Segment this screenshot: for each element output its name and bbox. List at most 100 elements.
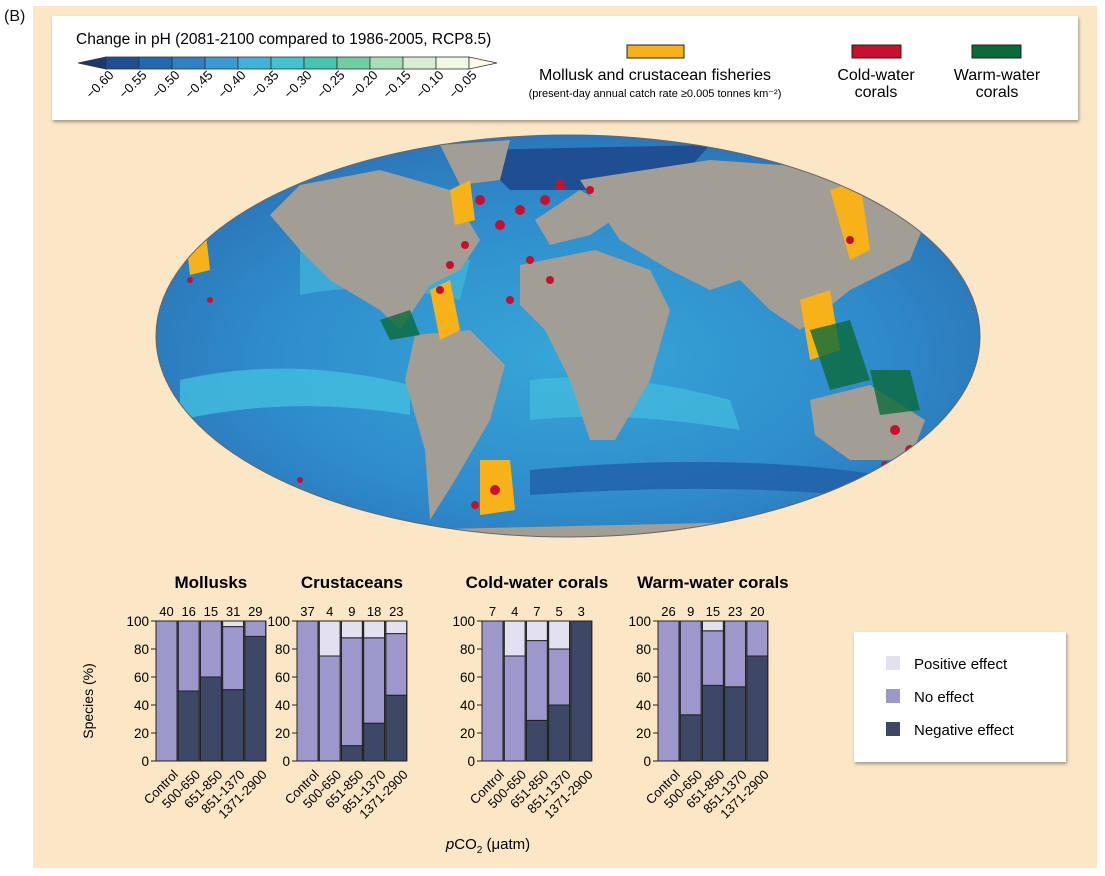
- x-axis-label-unit: (μatm): [482, 836, 530, 853]
- y-tick-label: 0: [467, 754, 475, 769]
- bar-count-label: 37: [300, 604, 314, 619]
- bar-frame: [746, 620, 769, 762]
- bar-count-label: 31: [226, 604, 240, 619]
- bar-segment: [724, 620, 747, 688]
- warm-coral-label-line1: Warm-water: [954, 67, 1041, 84]
- bar-segment: [318, 620, 341, 657]
- y-tick-label: 40: [134, 698, 149, 713]
- y-tick-label: 40: [275, 698, 290, 713]
- bar-frame: [155, 620, 178, 762]
- y-tick-label: 80: [275, 642, 290, 657]
- chart-panel-title: Crustaceans: [301, 573, 403, 592]
- y-tick-label: 100: [452, 614, 475, 629]
- chart-panel: Crustaceans02040608010037Control4500-650…: [267, 573, 410, 821]
- bar-segment: [724, 686, 747, 762]
- south-america-landmass: [405, 330, 505, 520]
- y-tick-label: 80: [134, 642, 149, 657]
- bar-segment: [340, 745, 363, 762]
- ph-tick-label: −0.05: [446, 67, 480, 101]
- ph-colorbar-segment: [105, 56, 140, 70]
- bar-count-label: 15: [204, 604, 218, 619]
- bar-segment: [385, 620, 408, 635]
- africa-landmass: [520, 250, 670, 440]
- y-tick-label: 80: [460, 642, 475, 657]
- ph-tick-label: −0.45: [182, 67, 216, 101]
- bar-segment: [363, 620, 386, 639]
- ocean-band-southern: [530, 462, 910, 502]
- bar-segment: [340, 620, 363, 639]
- bar-segment: [222, 626, 245, 691]
- ph-legend-title: Change in pH (2081-2100 compared to 1986…: [76, 31, 491, 48]
- chart-panel-title: Cold-water corals: [466, 573, 609, 592]
- bar-count-label: 16: [181, 604, 195, 619]
- bar-segment: [701, 684, 724, 762]
- y-tick-label: 20: [275, 726, 290, 741]
- bar-count-label: 4: [511, 604, 518, 619]
- bar-segment: [525, 620, 548, 642]
- bar-frame: [385, 620, 408, 762]
- bar-segment: [199, 676, 222, 762]
- ph-colorbar-segment: [369, 56, 404, 70]
- bar-segment: [155, 620, 178, 762]
- bar-frame: [701, 620, 724, 762]
- bar-segment: [679, 620, 702, 716]
- bar-segment: [244, 635, 267, 762]
- negative-effect-label: Negative effect: [914, 722, 1015, 739]
- y-tick-label: 100: [126, 614, 149, 629]
- ph-colorbar-segment: [402, 56, 437, 70]
- bar-segment: [525, 640, 548, 721]
- bar-segment: [363, 722, 386, 762]
- warm-coral-label-line2: corals: [976, 84, 1019, 101]
- ph-colorbar-right-cap: [468, 56, 498, 70]
- y-tick-label: 0: [282, 754, 290, 769]
- ph-colorbar: −0.60 −0.55 −0.50 −0.45 −0.40 −0.35 −0.30 −0.25…: [77, 56, 498, 101]
- y-tick-label: 0: [643, 754, 651, 769]
- bar-count-label: 23: [389, 604, 403, 619]
- bar-count-label: 18: [367, 604, 381, 619]
- positive-effect-swatch: [886, 656, 900, 670]
- cold-coral-swatch: [851, 44, 902, 59]
- warm-coral-swatch: [971, 44, 1022, 59]
- ph-colorbar-segment: [237, 56, 272, 70]
- bar-segment: [746, 620, 769, 657]
- bar-count-label: 29: [248, 604, 262, 619]
- y-tick-label: 60: [460, 670, 475, 685]
- bar-segment: [385, 694, 408, 762]
- chart-panel: Warm-water corals02040608010026Control95…: [628, 573, 788, 821]
- bar-frame: [503, 620, 526, 762]
- y-tick-label: 60: [636, 670, 651, 685]
- bar-segment: [177, 620, 200, 692]
- bar-segment: [503, 655, 526, 762]
- bar-count-label: 23: [728, 604, 742, 619]
- bar-segment: [318, 655, 341, 762]
- x-axis-label-sub: 2: [477, 845, 483, 856]
- bar-segment: [363, 637, 386, 724]
- y-axis-label: Species (%): [80, 663, 96, 738]
- species-effect-charts: Species (%) Mollusks02040608010040Contro…: [80, 573, 789, 856]
- bar-segment: [548, 648, 571, 706]
- bar-frame: [177, 620, 200, 762]
- chart-panel-title: Warm-water corals: [637, 573, 788, 592]
- y-tick-label: 20: [460, 726, 475, 741]
- ph-tick-label: −0.60: [83, 67, 117, 101]
- ph-tick-label: −0.30: [281, 67, 315, 101]
- bar-count-label: 5: [555, 604, 562, 619]
- bar-frame: [340, 620, 363, 762]
- ph-colorbar-segment: [435, 56, 470, 70]
- ph-colorbar-left-cap: [77, 56, 107, 70]
- y-tick-label: 20: [134, 726, 149, 741]
- map-content: [156, 135, 980, 537]
- world-map: [155, 134, 981, 538]
- bar-segment: [481, 620, 504, 762]
- ph-colorbar-segment: [336, 56, 371, 70]
- bar-count-label: 9: [687, 604, 694, 619]
- map-outline: [155, 134, 981, 538]
- bar-segment: [701, 630, 724, 686]
- chart-panel-title: Mollusks: [175, 573, 248, 592]
- bar-segment: [177, 690, 200, 762]
- bar-segment: [570, 620, 593, 762]
- y-tick-label: 40: [636, 698, 651, 713]
- charts-root: Mollusks02040608010040Control16500-65015…: [126, 573, 788, 821]
- bar-segment: [746, 655, 769, 762]
- bar-segment: [657, 620, 680, 762]
